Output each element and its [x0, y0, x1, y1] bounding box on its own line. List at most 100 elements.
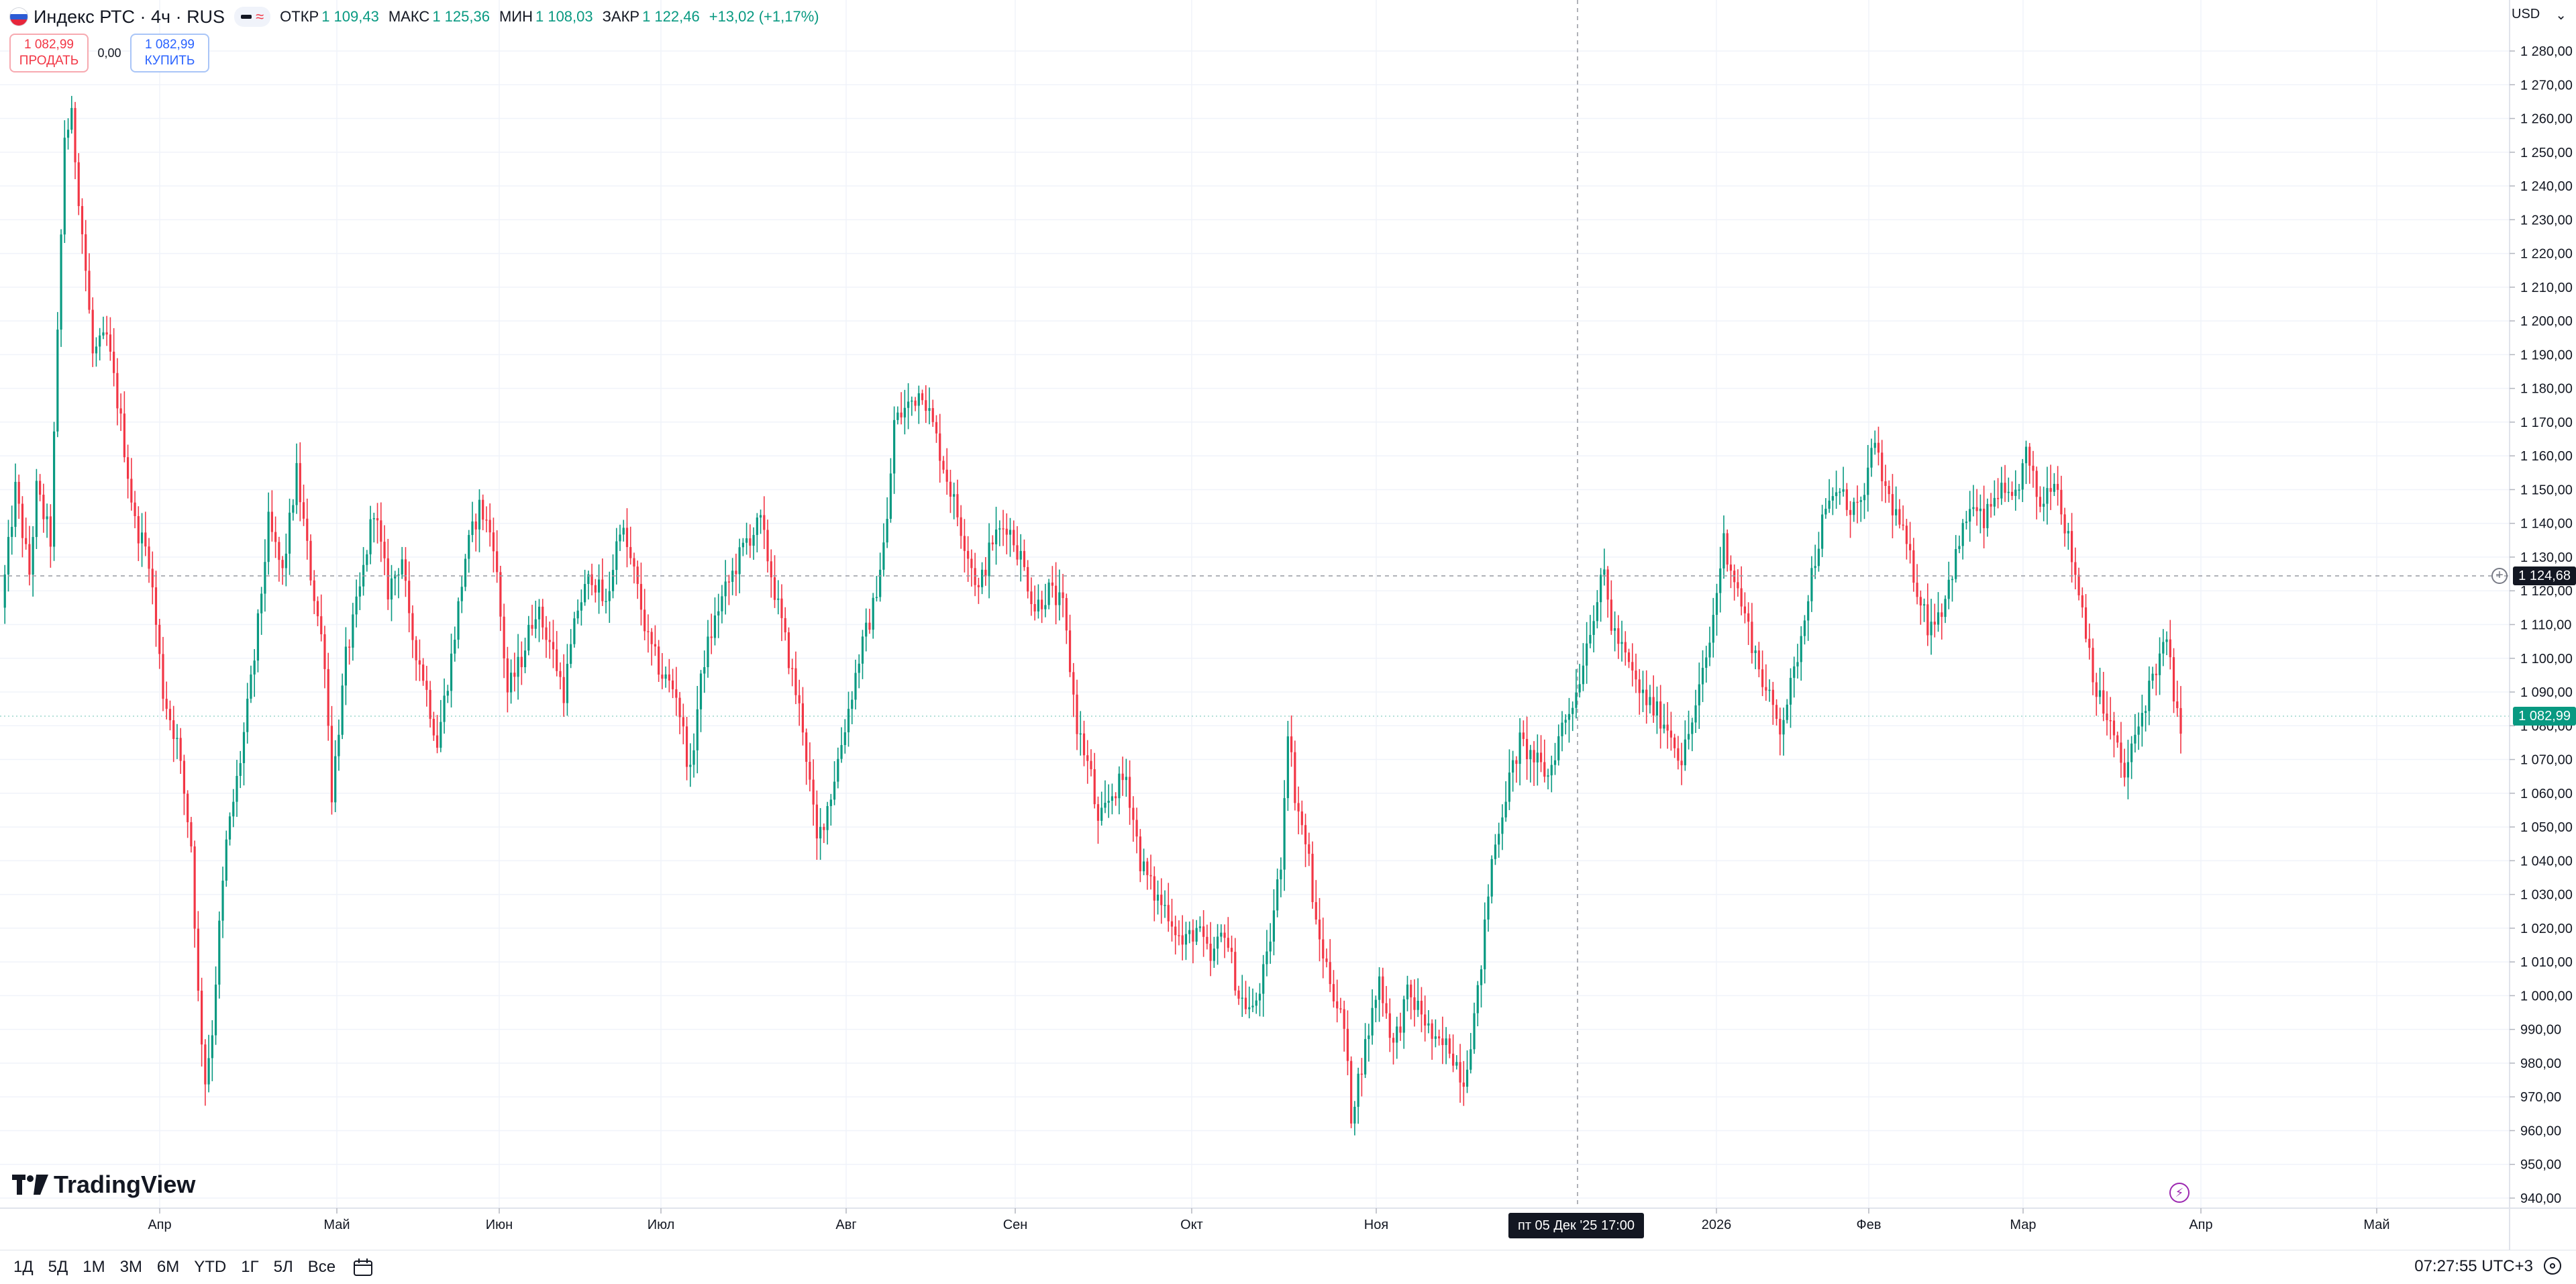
candle: [1455, 1055, 1458, 1070]
range-ytd-button[interactable]: YTD: [194, 1258, 227, 1276]
candle: [1877, 426, 1880, 466]
indicator-visibility-pill[interactable]: ≈: [234, 7, 271, 27]
candle: [1019, 534, 1022, 582]
range-6m-button[interactable]: 6М: [156, 1258, 180, 1276]
clock-timezone[interactable]: 07:27:55 UTC+3: [2414, 1257, 2533, 1275]
candle: [1835, 471, 1838, 509]
candle: [1082, 720, 1086, 767]
candle: [1983, 485, 1986, 548]
candle: [1322, 918, 1325, 979]
price-tick-label: 1 130,00: [2520, 550, 2573, 565]
candle: [2057, 466, 2059, 506]
candle: [1339, 997, 1342, 1014]
candle: [1096, 796, 1100, 844]
candle: [1553, 742, 1557, 775]
currency-selector[interactable]: USD ⌄: [2512, 7, 2567, 23]
candle: [506, 646, 509, 713]
candle: [1149, 854, 1152, 890]
wave-icon: ≈: [256, 8, 264, 25]
gear-icon[interactable]: [2544, 1257, 2561, 1275]
candle: [1547, 769, 1549, 790]
candle: [168, 700, 172, 731]
candle: [2049, 464, 2052, 510]
candle: [1856, 485, 1859, 524]
candle: [1420, 987, 1423, 1032]
candle: [527, 615, 530, 656]
candle: [1824, 498, 1827, 519]
range-all-button[interactable]: Все: [307, 1258, 336, 1276]
candle: [1638, 669, 1641, 715]
candle: [425, 666, 428, 707]
sell-button[interactable]: 1 082,99 ПРОДАТЬ: [9, 34, 89, 72]
candle: [2112, 711, 2116, 758]
add-alert-plus-icon[interactable]: +: [2491, 568, 2508, 584]
tradingview-logo[interactable]: TradingView: [12, 1171, 195, 1199]
candle: [1129, 760, 1131, 825]
candle: [981, 562, 984, 595]
candle: [1831, 487, 1834, 515]
candle: [468, 530, 470, 573]
candle: [1975, 489, 1978, 526]
candle: [295, 443, 298, 514]
symbol-title[interactable]: Индекс РТС · 4ч · RUS: [34, 6, 225, 27]
candle: [903, 389, 906, 435]
candle: [1828, 479, 1831, 513]
candle: [113, 328, 115, 387]
candle: [1368, 1024, 1370, 1062]
candle: [2134, 713, 2136, 753]
candle: [338, 720, 340, 771]
range-1m-button[interactable]: 1М: [83, 1258, 105, 1276]
candle: [2106, 691, 2108, 736]
logo-text: TradingView: [54, 1171, 196, 1198]
candle: [1930, 599, 1933, 655]
candle: [352, 603, 354, 661]
candle: [1283, 780, 1286, 891]
price-axis[interactable]: 940,00 950,00 960,00 970,00 980,00 990,00 1 00…: [2510, 44, 2573, 1206]
candle: [1567, 697, 1571, 743]
candle: [1093, 752, 1096, 809]
candle: [239, 750, 242, 789]
candle: [1234, 938, 1237, 996]
candle: [658, 640, 660, 683]
candle: [1445, 1027, 1447, 1065]
candle: [415, 636, 417, 681]
candle: [1610, 580, 1612, 635]
candle: [21, 496, 24, 558]
range-1d-button[interactable]: 1Д: [13, 1258, 34, 1276]
candle: [678, 691, 681, 734]
candle: [1480, 965, 1483, 1007]
price-tick-label: 1 020,00: [2520, 922, 2573, 936]
candle: [1410, 979, 1412, 1020]
candle: [907, 383, 910, 430]
range-5y-button[interactable]: 5Л: [273, 1258, 293, 1276]
candle: [949, 469, 952, 513]
range-5d-button[interactable]: 5Д: [48, 1258, 68, 1276]
time-axis[interactable]: Апр Май Июн Июл Авг Сен Окт Ноя 2026 Фев Мар Апр Май: [148, 1208, 2390, 1232]
candle: [1413, 979, 1416, 1027]
open-value: 1 109,43: [321, 8, 379, 25]
candle: [172, 705, 175, 762]
candle: [2109, 697, 2112, 740]
candle: [1041, 591, 1043, 624]
candle: [2014, 470, 2017, 511]
candle: [815, 790, 818, 860]
candle: [66, 118, 70, 150]
calendar-icon[interactable]: [353, 1258, 373, 1277]
candle: [1062, 574, 1064, 618]
range-1y-button[interactable]: 1Г: [241, 1258, 259, 1276]
candle: [2102, 671, 2105, 722]
candle: [872, 593, 874, 639]
candle: [355, 579, 358, 628]
lightning-icon[interactable]: ⚡: [2169, 1183, 2189, 1203]
candle: [1691, 718, 1694, 752]
candle: [1888, 480, 1890, 503]
tradingview-logo-icon: [12, 1175, 48, 1195]
candle: [988, 523, 990, 599]
candle: [1698, 662, 1700, 729]
candle: [520, 641, 523, 685]
buy-button[interactable]: 1 082,99 КУПИТЬ: [130, 34, 209, 72]
candle: [1002, 509, 1004, 546]
range-3m-button[interactable]: 3М: [119, 1258, 142, 1276]
candle: [1294, 740, 1296, 811]
